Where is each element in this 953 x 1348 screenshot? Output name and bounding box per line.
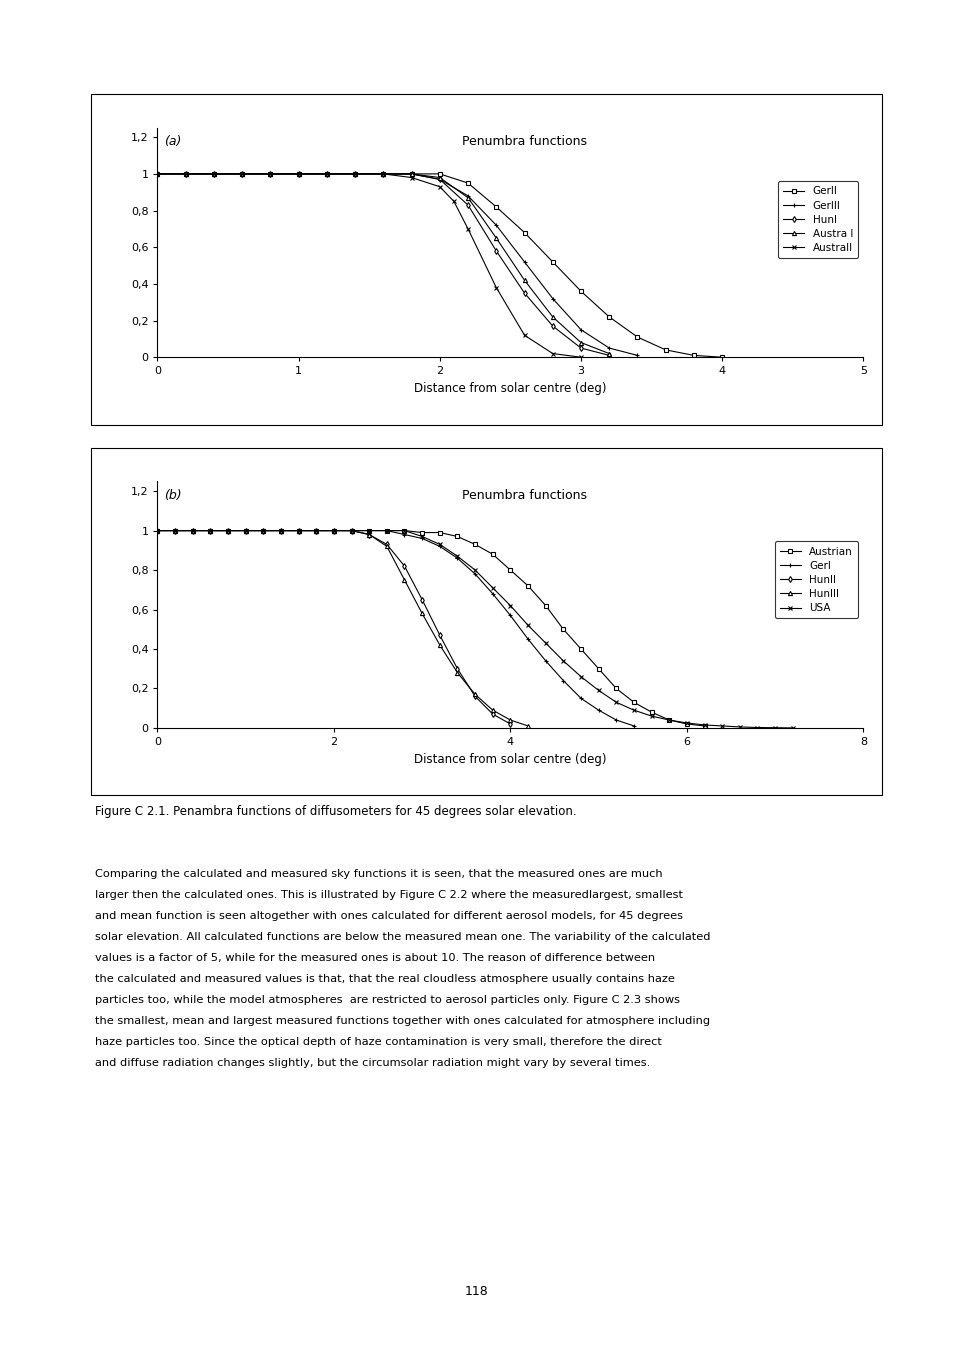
Text: values is a factor of 5, while for the measured ones is about 10. The reason of : values is a factor of 5, while for the m… — [95, 953, 655, 962]
Text: (b): (b) — [164, 488, 182, 501]
Text: Comparing the calculated and measured sky functions it is seen, that the measure: Comparing the calculated and measured sk… — [95, 869, 662, 879]
Text: particles too, while the model atmospheres  are restricted to aerosol particles : particles too, while the model atmospher… — [95, 995, 679, 1004]
Text: larger then the calculated ones. This is illustrated by Figure C 2.2 where the m: larger then the calculated ones. This is… — [95, 891, 682, 900]
Text: Figure C 2.1. Penambra functions of diffusometers for 45 degrees solar elevation: Figure C 2.1. Penambra functions of diff… — [95, 805, 577, 818]
Text: haze particles too. Since the optical depth of haze contamination is very small,: haze particles too. Since the optical de… — [95, 1037, 661, 1046]
Text: and diffuse radiation changes slightly, but the circumsolar radiation might vary: and diffuse radiation changes slightly, … — [95, 1057, 650, 1068]
X-axis label: Distance from solar centre (deg): Distance from solar centre (deg) — [414, 381, 606, 395]
Legend: GerII, GerIII, HunI, Austra I, AustraII: GerII, GerIII, HunI, Austra I, AustraII — [778, 181, 858, 259]
Text: the smallest, mean and largest measured functions together with ones calculated : the smallest, mean and largest measured … — [95, 1016, 710, 1026]
Text: solar elevation. All calculated functions are below the measured mean one. The v: solar elevation. All calculated function… — [95, 933, 710, 942]
Text: (a): (a) — [164, 135, 182, 148]
Legend: Austrian, GerI, HunII, HunIII, USA: Austrian, GerI, HunII, HunIII, USA — [774, 542, 858, 619]
Text: Penumbra functions: Penumbra functions — [461, 135, 586, 148]
Text: the calculated and measured values is that, that the real cloudless atmosphere u: the calculated and measured values is th… — [95, 973, 675, 984]
X-axis label: Distance from solar centre (deg): Distance from solar centre (deg) — [414, 752, 606, 766]
Text: Penumbra functions: Penumbra functions — [461, 488, 586, 501]
Text: 118: 118 — [465, 1285, 488, 1298]
Text: and mean function is seen altogether with ones calculated for different aerosol : and mean function is seen altogether wit… — [95, 911, 682, 921]
